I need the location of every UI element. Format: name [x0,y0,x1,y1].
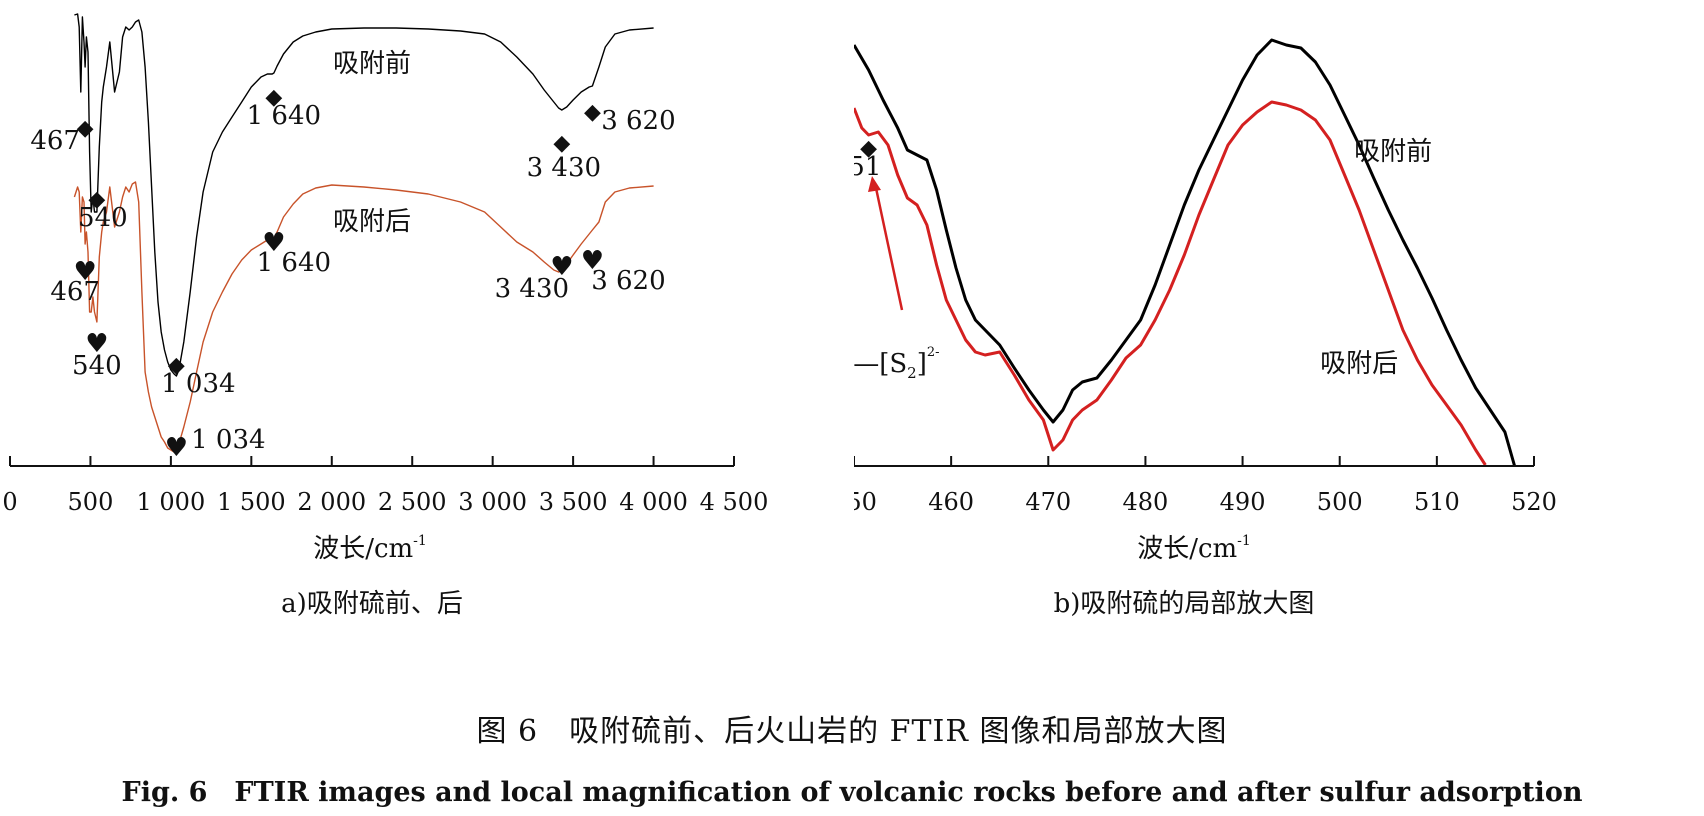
heart-marker: ♥ [550,252,573,282]
peak-label: 467 [30,126,80,156]
peak-label: 3 620 [601,106,675,136]
figure-caption-chinese: 图 6 吸附硫前、后火山岩的 FTIR 图像和局部放大图 [476,714,1228,749]
series-name-label: 吸附前 [1354,137,1432,167]
x-tick-label: 3 000 [458,488,527,516]
diamond-marker: ◆ [265,85,282,110]
feature-arrow-line [874,187,904,311]
x-axis-b: 450 460 470 480 490 500 510 520 [854,456,1557,516]
series-name-label: 吸附后 [333,207,411,237]
diamond-marker: ◆ [88,187,105,212]
peak-label: 467 [50,277,100,307]
markers-b: ◆451 [854,136,881,182]
peak-label: 1 640 [257,248,331,278]
x-tick-label: 3 500 [539,488,608,516]
plot-lines-a [73,13,654,454]
x-axis-title-a: 波长/cm-1 [313,533,427,564]
diamond-marker: ◆ [860,136,877,161]
subtitle-a: a)吸附硫前、后 [281,589,463,619]
figure-caption-english: Fig. 6 FTIR images and local magnificati… [121,777,1583,808]
x-tick-label: 480 [1123,488,1169,516]
heart-marker: ♥ [73,257,96,287]
series-line-before [74,13,654,377]
peak-label: 3 620 [591,266,665,296]
peak-label: 3 430 [495,274,569,304]
x-tick-label: 490 [1220,488,1266,516]
peak-label: 1 034 [191,425,265,455]
feature-label: Fe2+—[S2]2- [854,345,940,382]
peak-label: 1 640 [247,101,321,131]
plot-lines-b [854,38,1517,467]
diamond-marker: ◆ [553,131,570,156]
heart-marker: ♥ [581,246,604,276]
diamond-marker: ◆ [77,116,94,141]
x-tick-label: 2 500 [378,488,447,516]
heart-marker: ♥ [85,329,108,359]
heart-marker: ♥ [262,228,285,258]
x-tick-label: 1 500 [217,488,286,516]
x-tick-label: 510 [1414,488,1460,516]
series-line-after [854,100,1487,466]
x-tick-label: 0 [2,488,17,516]
x-axis-a: 0 500 1 000 1 500 2 000 2 500 3 000 3 500 4 000 4… [2,456,768,516]
diamond-marker: ◆ [168,353,185,378]
x-tick-label: 460 [928,488,974,516]
x-tick-label: 2 000 [297,488,366,516]
heart-marker: ♥ [165,433,188,463]
ftir-chart-a: ◆467◆540◆1 034◆1 640◆3 430◆ 3 620♥467♥540… [2,13,768,619]
x-tick-label: 520 [1511,488,1557,516]
x-tick-label: 450 [854,488,877,516]
series-line-before [854,38,1517,467]
peak-label: 540 [72,351,122,381]
x-tick-label: 500 [68,488,114,516]
subtitle-b: b)吸附硫的局部放大图 [1054,589,1315,619]
peak-label: 451 [854,152,881,182]
x-tick-label: 1 000 [137,488,206,516]
series-line-after [73,181,654,454]
x-tick-label: 470 [1025,488,1071,516]
series-name-label: 吸附前 [333,49,411,79]
diamond-marker: ◆ [584,100,601,125]
series-name-label: 吸附后 [1320,349,1398,379]
x-tick-label: 500 [1317,488,1363,516]
x-tick-label: 4 000 [619,488,688,516]
peak-label: 1 034 [161,369,235,399]
x-tick-label: 4 500 [700,488,769,516]
feature-annotation-b: Fe2+—[S2]2- [854,176,940,382]
peak-label: 540 [78,203,128,233]
markers-a: ◆467◆540◆1 034◆1 640◆3 430◆ 3 620♥467♥540… [30,85,675,463]
peak-label: 3 430 [527,153,601,183]
x-axis-title-b: 波长/cm-1 [1137,533,1251,564]
feature-arrow-head [868,176,881,192]
